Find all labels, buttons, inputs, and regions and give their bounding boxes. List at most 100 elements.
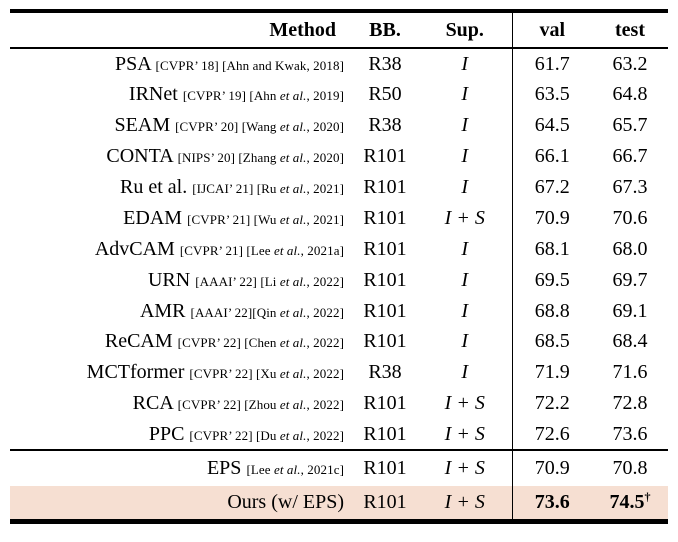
table-group-0: PSA [CVPR’ 18] [Ahn and Kwak, 2018] R38 I 6… [10, 48, 668, 450]
supervision-value: I [461, 176, 469, 198]
supervision-cell: I [418, 264, 512, 295]
et-al-italic: et al. [279, 150, 307, 166]
method-citation: [CVPR’ 21] [Wu et al., 2021] [187, 211, 344, 227]
supervision-value: I [461, 52, 469, 75]
col-header-val: val [511, 11, 592, 49]
method-name: AMR [139, 299, 186, 322]
supervision-cell: I [418, 48, 512, 79]
method-cell: Ru et al. [IJCAI’ 21] [Ru et al., 2021] [10, 172, 352, 203]
method-citation: [Lee et al., 2021c] [246, 462, 344, 478]
method-name: AdvCAM [94, 237, 175, 260]
val-score-cell: 72.6 [511, 418, 592, 450]
supervision-cell: I + S [418, 388, 512, 419]
supervision-value: I [461, 145, 469, 168]
method-citation: [CVPR’ 22] [Zhou et al., 2022] [177, 397, 344, 413]
test-score-cell: 74.5† [609, 489, 651, 514]
et-al-italic: et al. [279, 427, 307, 443]
supervision-cell: I [418, 79, 512, 110]
table-row: EDAM [CVPR’ 21] [Wu et al., 2021] R101 I +… [10, 202, 668, 234]
supervision-cell: I [418, 233, 512, 264]
method-cell: EDAM [CVPR’ 21] [Wu et al., 2021] [10, 202, 352, 233]
table-row: CONTA [NIPS’ 20] [Zhang et al., 2020] R10… [10, 140, 668, 172]
method-name: IRNet [128, 83, 178, 106]
val-score-cell: 70.9 [511, 448, 592, 486]
backbone-cell: R101 [363, 237, 407, 260]
backbone-cell: R101 [363, 299, 407, 322]
table-row: AdvCAM [CVPR’ 21] [Lee et al., 2021a] R10… [10, 233, 668, 265]
supervision-cell: I [418, 172, 512, 203]
method-citation: [CVPR’ 22] [Chen et al., 2022] [177, 335, 344, 351]
table-row: ReCAM [CVPR’ 22] [Chen et al., 2022] R101… [10, 326, 668, 357]
table-row: PPC [CVPR’ 22] [Du et al., 2022] R101 I + … [10, 418, 668, 450]
val-score-cell: 63.5 [511, 78, 592, 110]
test-score-cell: 69.1 [612, 299, 648, 322]
method-cell: Ours (w/ EPS) [10, 486, 352, 522]
method-cell: MCTformer [CVPR’ 22] [Xu et al., 2022] [10, 357, 352, 388]
test-score-cell: 70.6 [612, 206, 648, 229]
et-al-italic: et al. [274, 462, 301, 478]
supervision-cell: I [418, 110, 512, 141]
test-score-cell: 71.6 [612, 361, 648, 384]
method-name: URN [147, 268, 191, 291]
supervision-value: I + S [444, 422, 485, 445]
table-header: Method BB. Sup. val test [10, 11, 668, 49]
backbone-cell: R101 [363, 176, 407, 198]
method-citation: [IJCAI’ 21] [Ru et al., 2021] [192, 181, 344, 196]
method-cell: AdvCAM [CVPR’ 21] [Lee et al., 2021a] [10, 233, 352, 264]
table-row: RCA [CVPR’ 22] [Zhou et al., 2022] R101 I … [10, 387, 668, 419]
test-score-cell: 68.4 [612, 330, 648, 353]
header-row: Method BB. Sup. val test [10, 11, 668, 49]
val-score-cell: 61.7 [511, 48, 592, 79]
val-score-cell: 68.5 [511, 326, 592, 357]
test-score-cell: 68.0 [612, 237, 648, 260]
table-row: URN [AAAI’ 22] [Li et al., 2022] R101 I 69.… [10, 264, 668, 296]
method-citation: [NIPS’ 20] [Zhang et al., 2020] [177, 150, 344, 166]
method-cell: RCA [CVPR’ 22] [Zhou et al., 2022] [10, 388, 352, 419]
method-cell: PPC [CVPR’ 22] [Du et al., 2022] [10, 419, 352, 450]
supervision-value: I + S [444, 457, 485, 480]
method-cell: AMR [AAAI’ 22][Qin et al., 2022] [10, 295, 352, 326]
method-citation: [AAAI’ 22] [Li et al., 2022] [195, 273, 344, 289]
col-header-method: Method [10, 11, 352, 49]
et-al-italic: et al. [279, 211, 307, 227]
val-score-cell: 68.1 [511, 233, 592, 265]
backbone-cell: R38 [368, 114, 402, 137]
val-score-cell: 67.2 [511, 171, 592, 203]
method-name: EPS [206, 457, 242, 480]
method-cell: IRNet [CVPR’ 19] [Ahn et al., 2019] [10, 79, 352, 110]
results-table: Method BB. Sup. val test PSA [CVPR’ 18] … [10, 9, 668, 525]
test-score-cell: 72.8 [612, 392, 648, 415]
val-score-cell: 72.2 [511, 387, 592, 419]
supervision-cell: I [418, 326, 512, 357]
test-score-cell: 67.3 [612, 176, 648, 198]
supervision-cell: I + S [418, 419, 512, 450]
method-citation: [CVPR’ 20] [Wang et al., 2020] [175, 119, 344, 135]
method-name: SEAM [114, 114, 171, 137]
et-al-italic: et al. [274, 242, 301, 258]
supervision-value: I [461, 114, 469, 137]
supervision-cell: I [418, 141, 512, 172]
backbone-cell: R38 [368, 52, 402, 75]
table-row: IRNet [CVPR’ 19] [Ahn et al., 2019] R50 I 6… [10, 78, 668, 110]
supervision-value: I + S [444, 491, 485, 514]
supervision-cell: I + S [418, 202, 512, 233]
backbone-cell: R50 [368, 83, 402, 106]
test-score-cell: 66.7 [612, 145, 648, 168]
table-row: MCTformer [CVPR’ 22] [Xu et al., 2022] R3… [10, 356, 668, 388]
method-citation: [CVPR’ 21] [Lee et al., 2021a] [179, 242, 344, 258]
col-header-backbone: BB. [352, 11, 418, 49]
table-row: EPS [Lee et al., 2021c] R101 I + S 70.9 70.8 [10, 448, 668, 486]
test-score-cell: 69.7 [612, 268, 648, 291]
method-name: ReCAM [104, 330, 173, 353]
method-cell: CONTA [NIPS’ 20] [Zhang et al., 2020] [10, 141, 352, 172]
backbone-cell: R101 [363, 392, 407, 415]
method-name: Ru et al. [120, 176, 188, 198]
val-score-cell: 73.6 [511, 485, 592, 522]
col-header-supervision: Sup. [418, 11, 512, 49]
supervision-value: I [461, 299, 469, 322]
table-row: PSA [CVPR’ 18] [Ahn and Kwak, 2018] R38 I 6… [10, 48, 668, 79]
test-score-cell: 64.8 [612, 83, 648, 106]
table-group-1: EPS [Lee et al., 2021c] R101 I + S 70.9 70.8… [10, 448, 668, 522]
dagger-superscript: † [644, 489, 651, 504]
